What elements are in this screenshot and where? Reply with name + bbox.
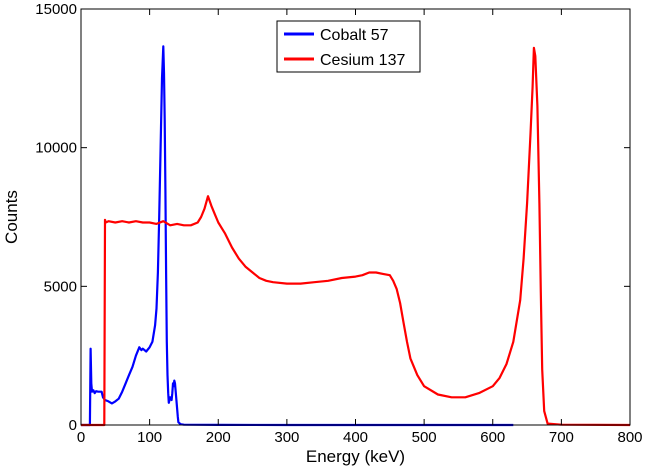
series-layer (81, 45, 631, 427)
x-tick-label: 0 (77, 429, 85, 446)
y-tick-label: 0 (69, 417, 77, 434)
legend: Cobalt 57 Cesium 137 (276, 20, 421, 73)
x-tick-label: 100 (137, 429, 162, 446)
x-tick-label: 300 (274, 429, 299, 446)
x-tick-label: 200 (206, 429, 231, 446)
x-axis-title: Energy (keV) (306, 447, 405, 466)
legend-box (276, 20, 421, 73)
legend-label-cesium: Cesium 137 (320, 52, 405, 69)
x-tick-label: 800 (617, 429, 642, 446)
y-tick-label: 5000 (44, 278, 77, 295)
x-tick-label: 700 (549, 429, 574, 446)
y-axis-title: Counts (2, 190, 21, 244)
plot-background (81, 9, 630, 425)
legend-label-cobalt: Cobalt 57 (320, 27, 389, 44)
series-line-cesium-137 (81, 46, 631, 427)
y-tick-label: 10000 (35, 140, 77, 157)
x-tick-label: 400 (343, 429, 368, 446)
tick-layer: 0 100 200 300 400 500 600 700 800 0 5000 10000 15000 (35, 1, 642, 446)
y-tick-label: 15000 (35, 1, 77, 18)
x-tick-label: 500 (412, 429, 437, 446)
x-tick-label: 600 (480, 429, 505, 446)
